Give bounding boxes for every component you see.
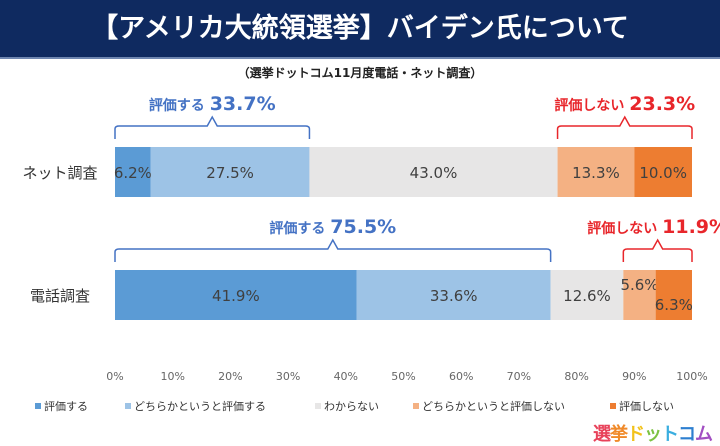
data-label: 6.2% bbox=[114, 164, 152, 182]
legend-label: 評価しない bbox=[619, 399, 674, 413]
x-tick-label: 100% bbox=[676, 370, 707, 383]
bracket bbox=[556, 115, 693, 139]
bracket bbox=[114, 115, 311, 139]
chart-title: 【アメリカ大統領選挙】バイデン氏について bbox=[0, 0, 720, 59]
bar-segment bbox=[115, 270, 357, 320]
legend-label: 評価する bbox=[44, 399, 88, 413]
x-tick-label: 0% bbox=[106, 370, 123, 383]
annotation-label: 評価しない 23.3% bbox=[554, 93, 695, 115]
legend-label: どちらかというと評価しない bbox=[422, 399, 565, 413]
legend-label: どちらかというと評価する bbox=[134, 399, 266, 413]
bar-segment bbox=[634, 147, 692, 197]
x-tick-label: 60% bbox=[449, 370, 473, 383]
legend-swatch bbox=[125, 403, 131, 409]
x-tick-label: 90% bbox=[622, 370, 646, 383]
x-tick-label: 50% bbox=[391, 370, 415, 383]
bar-segment bbox=[115, 147, 151, 197]
bar-segment bbox=[655, 270, 692, 320]
x-tick-label: 30% bbox=[276, 370, 300, 383]
bar-segment bbox=[623, 270, 656, 320]
bracket bbox=[114, 238, 552, 262]
x-tick-label: 40% bbox=[334, 370, 358, 383]
legend-swatch bbox=[413, 403, 419, 409]
annotation-label: 評価する 33.7% bbox=[149, 93, 276, 115]
bar-segment bbox=[309, 147, 558, 197]
bar-segment bbox=[356, 270, 551, 320]
bar-segment bbox=[550, 270, 624, 320]
data-label: 6.3% bbox=[655, 296, 693, 314]
data-label: 5.6% bbox=[620, 276, 658, 294]
data-label: 13.3% bbox=[572, 164, 620, 182]
data-label: 27.5% bbox=[206, 164, 254, 182]
data-label: 33.6% bbox=[430, 287, 478, 305]
annotation-label: 評価する 75.5% bbox=[269, 216, 396, 238]
legend-label: わからない bbox=[324, 400, 379, 413]
bar-segment bbox=[150, 147, 310, 197]
chart-subtitle: （選挙ドットコム11月度電話・ネット調査） bbox=[237, 66, 483, 80]
category-label: ネット調査 bbox=[22, 164, 97, 182]
x-tick-label: 80% bbox=[564, 370, 588, 383]
legend-swatch bbox=[315, 403, 321, 409]
category-label: 電話調査 bbox=[30, 287, 90, 305]
logo: 選挙ドットコム bbox=[593, 424, 713, 445]
bar-segment bbox=[557, 147, 635, 197]
bracket bbox=[622, 238, 693, 262]
data-label: 10.0% bbox=[639, 164, 687, 182]
x-tick-label: 10% bbox=[160, 370, 184, 383]
data-label: 41.9% bbox=[212, 287, 260, 305]
x-tick-label: 70% bbox=[507, 370, 531, 383]
data-label: 12.6% bbox=[563, 287, 611, 305]
annotation-label: 評価しない 11.9% bbox=[587, 216, 720, 238]
legend-swatch bbox=[610, 403, 616, 409]
legend-swatch bbox=[35, 403, 41, 409]
data-label: 43.0% bbox=[410, 164, 458, 182]
x-tick-label: 20% bbox=[218, 370, 242, 383]
